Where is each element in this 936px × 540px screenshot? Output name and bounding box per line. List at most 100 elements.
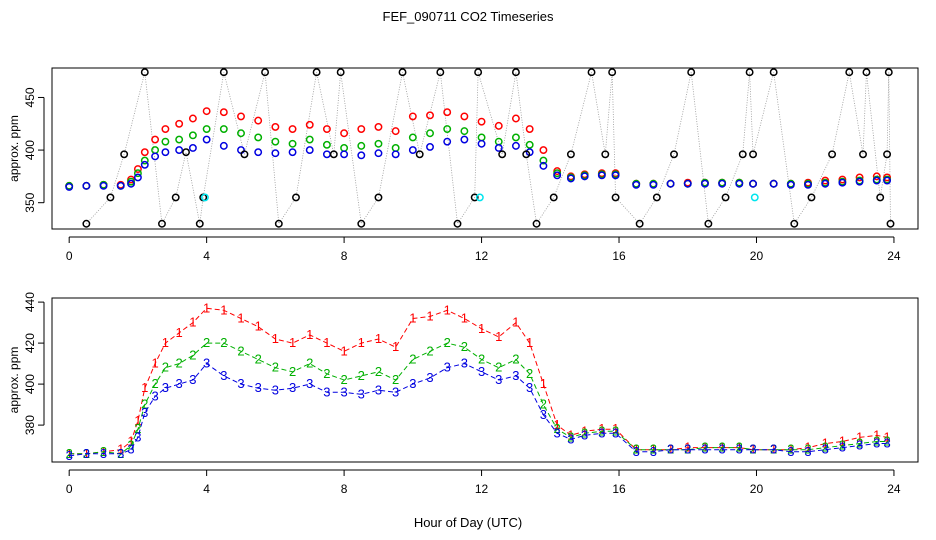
data-marker-s3: 3 bbox=[701, 442, 708, 457]
data-marker-s3: 3 bbox=[237, 376, 244, 391]
data-point-s4 bbox=[511, 68, 520, 77]
data-point-s3 bbox=[769, 179, 778, 188]
data-marker-s3: 3 bbox=[526, 380, 533, 395]
data-marker-s2: 2 bbox=[684, 442, 691, 457]
outlier-connector-line bbox=[86, 72, 891, 226]
data-point-s3 bbox=[188, 144, 197, 152]
data-marker-s3: 3 bbox=[375, 382, 382, 397]
data-point-s1 bbox=[151, 135, 160, 144]
data-point-s2 bbox=[322, 140, 331, 149]
data-point-s2 bbox=[254, 133, 263, 142]
y-tick-label: 380 bbox=[23, 415, 37, 435]
data-marker-s3: 3 bbox=[787, 444, 794, 459]
x-tick-label: 0 bbox=[66, 482, 73, 496]
data-marker-s2: 2 bbox=[736, 440, 743, 455]
data-point-s4 bbox=[532, 219, 541, 228]
data-point-s4 bbox=[738, 150, 747, 159]
data-point-s3 bbox=[116, 181, 125, 190]
data-point-s3 bbox=[322, 150, 331, 159]
data-marker-s3: 3 bbox=[83, 446, 90, 461]
data-point-s4 bbox=[240, 150, 249, 159]
data-point-s5 bbox=[750, 193, 759, 202]
data-marker-s1: 1 bbox=[787, 442, 794, 457]
data-point-s4 bbox=[601, 150, 610, 159]
x-tick-label: 12 bbox=[475, 249, 489, 263]
data-point-s2 bbox=[237, 129, 245, 138]
data-marker-s2: 2 bbox=[375, 364, 382, 379]
data-marker-s1: 1 bbox=[272, 331, 279, 346]
data-point-s1 bbox=[539, 146, 548, 155]
data-marker-s1: 1 bbox=[426, 308, 433, 323]
data-point-s4 bbox=[807, 193, 816, 202]
data-point-s3 bbox=[718, 179, 727, 188]
data-point-s4 bbox=[749, 150, 757, 159]
data-marker-s2: 2 bbox=[856, 436, 863, 451]
data-point-s4 bbox=[704, 219, 713, 228]
data-point-s3 bbox=[611, 171, 620, 180]
data-point-s4 bbox=[886, 219, 895, 228]
data-marker-s1: 1 bbox=[323, 335, 330, 350]
data-point-s4 bbox=[608, 68, 617, 77]
data-point-s3 bbox=[786, 180, 795, 189]
data-point-s1 bbox=[202, 107, 211, 116]
data-marker-s1: 1 bbox=[306, 327, 313, 342]
data-point-s1 bbox=[460, 112, 469, 121]
data-marker-s2: 2 bbox=[358, 368, 365, 383]
data-point-s3 bbox=[408, 146, 417, 155]
x-tick-label: 24 bbox=[887, 482, 901, 496]
x-tick-label: 0 bbox=[66, 249, 73, 263]
data-point-s3 bbox=[271, 149, 280, 158]
data-marker-s3: 3 bbox=[856, 438, 863, 453]
data-marker-s3: 3 bbox=[512, 368, 519, 383]
data-point-s5 bbox=[200, 193, 209, 202]
data-marker-s3: 3 bbox=[255, 380, 262, 395]
x-tick-label: 16 bbox=[612, 482, 626, 496]
data-point-s4 bbox=[859, 150, 867, 159]
data-point-s3 bbox=[254, 148, 263, 157]
data-marker-s1: 1 bbox=[873, 427, 880, 442]
data-marker-s3: 3 bbox=[612, 425, 619, 440]
data-marker-s1: 1 bbox=[598, 421, 605, 436]
data-marker-s3: 3 bbox=[581, 427, 588, 442]
data-marker-s2: 2 bbox=[839, 438, 846, 453]
plot-frame bbox=[51, 67, 919, 230]
data-point-s3 bbox=[821, 179, 830, 188]
data-point-s1 bbox=[271, 122, 280, 131]
data-point-s3 bbox=[511, 141, 520, 150]
data-marker-s1: 1 bbox=[392, 339, 399, 354]
data-point-s4 bbox=[635, 219, 644, 228]
data-marker-s3: 3 bbox=[358, 386, 365, 401]
data-point-s3 bbox=[426, 142, 434, 151]
data-marker-s3: 3 bbox=[444, 360, 451, 375]
data-marker-s2: 2 bbox=[176, 356, 183, 371]
data-marker-s2: 2 bbox=[540, 397, 547, 412]
data-point-s1 bbox=[443, 108, 452, 117]
data-marker-s3: 3 bbox=[176, 376, 183, 391]
data-marker-s1: 1 bbox=[883, 429, 890, 444]
data-marker-s3: 3 bbox=[461, 356, 468, 371]
data-marker-s3: 3 bbox=[478, 364, 485, 379]
data-point-s4 bbox=[522, 150, 531, 159]
data-point-s2 bbox=[202, 125, 211, 133]
data-point-s4 bbox=[769, 68, 778, 77]
data-marker-s3: 3 bbox=[667, 442, 674, 457]
data-point-s2 bbox=[133, 169, 142, 178]
data-marker-s1: 1 bbox=[856, 429, 863, 444]
data-marker-s1: 1 bbox=[540, 376, 547, 391]
data-point-s5 bbox=[475, 193, 484, 202]
data-point-s4 bbox=[329, 150, 338, 159]
data-point-s1 bbox=[288, 125, 297, 133]
x-tick-label: 20 bbox=[750, 482, 764, 496]
data-point-s4 bbox=[158, 219, 166, 228]
data-marker-s2: 2 bbox=[340, 372, 347, 387]
data-point-s3 bbox=[305, 146, 314, 155]
data-point-s4 bbox=[106, 193, 115, 202]
data-marker-s1: 1 bbox=[478, 321, 485, 336]
data-marker-s3: 3 bbox=[567, 431, 574, 446]
data-point-s3 bbox=[391, 150, 400, 159]
data-point-s2 bbox=[175, 135, 184, 144]
data-marker-s1: 1 bbox=[554, 417, 561, 432]
x-tick-label: 8 bbox=[341, 249, 348, 263]
data-marker-s2: 2 bbox=[526, 366, 533, 381]
data-point-s4 bbox=[687, 68, 696, 77]
